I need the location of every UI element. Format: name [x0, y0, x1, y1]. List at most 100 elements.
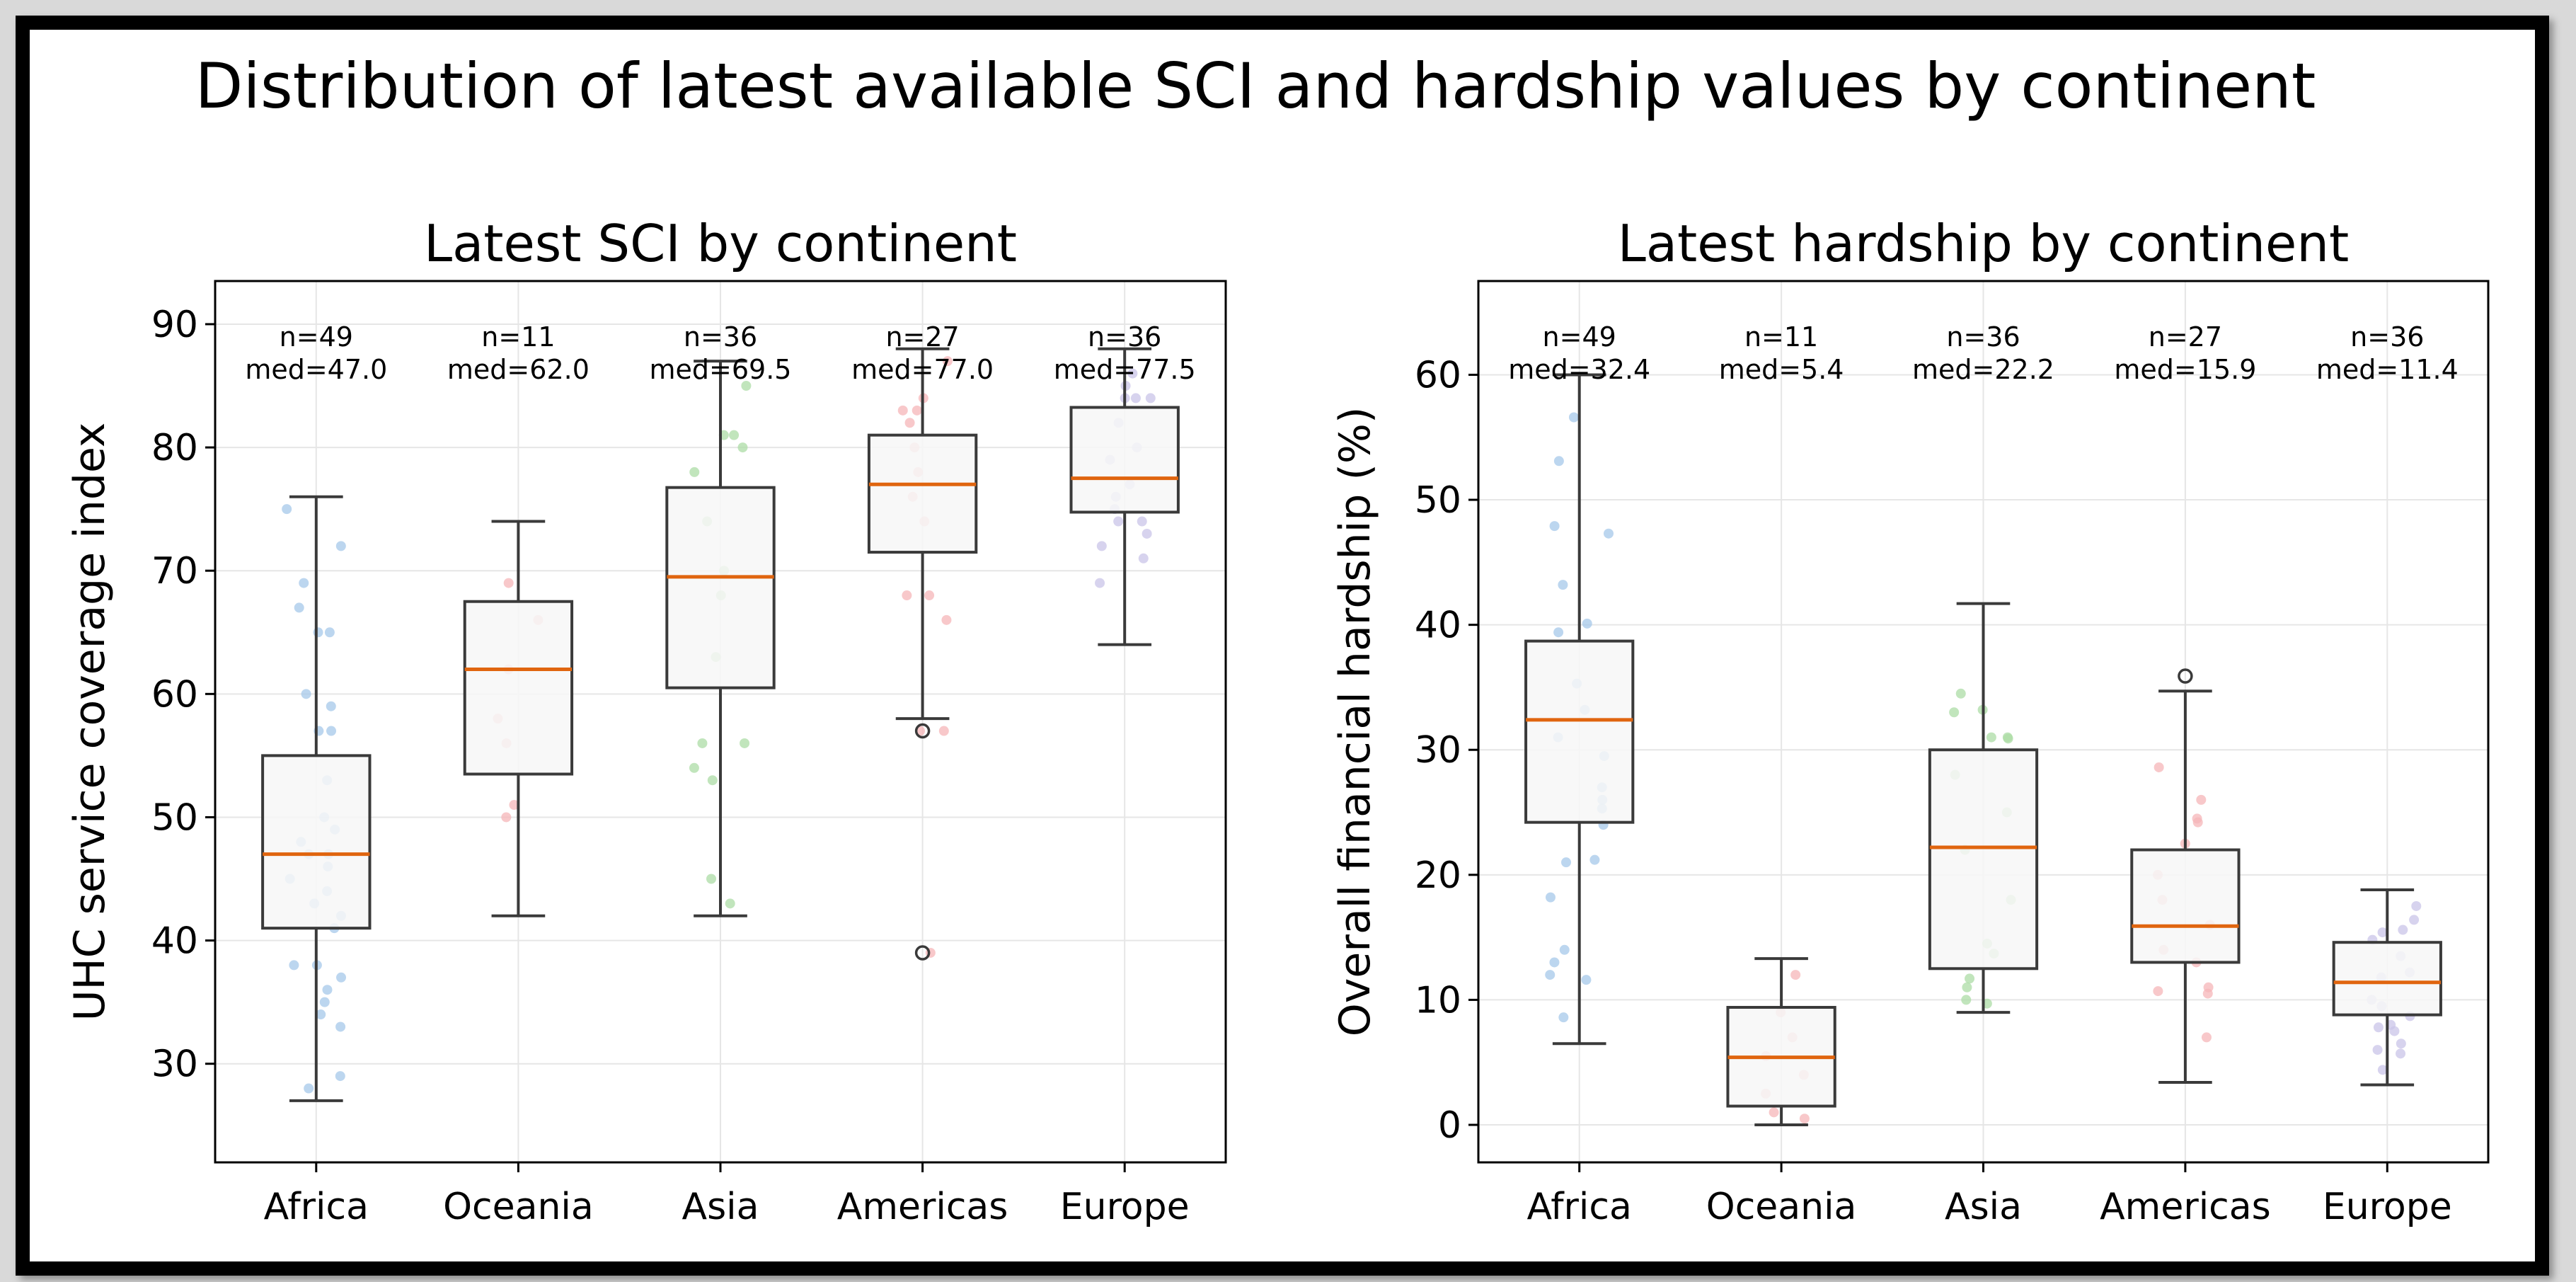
- data-point: [942, 356, 953, 367]
- box-iqr: [463, 600, 574, 776]
- y-axis-label: Overall financial hardship (%): [1330, 407, 1380, 1037]
- axes-title: Latest hardship by continent: [1618, 214, 2349, 273]
- annotation-n: n=36: [2350, 321, 2424, 353]
- data-point: [2372, 1045, 2383, 1055]
- annotation-n: n=36: [1946, 321, 2020, 353]
- data-point: [741, 381, 752, 391]
- y-tick-label: 40: [151, 920, 198, 963]
- data-point: [1549, 521, 1560, 532]
- data-point: [1137, 516, 1147, 527]
- data-point: [1790, 970, 1801, 980]
- data-point: [1558, 580, 1568, 590]
- data-point: [1113, 516, 1124, 527]
- data-point: [2409, 915, 2420, 925]
- data-point: [2396, 1048, 2406, 1059]
- data-point: [503, 578, 514, 588]
- annotation-median: med=32.4: [1508, 354, 1650, 385]
- data-point: [1961, 995, 1972, 1005]
- data-point: [326, 701, 336, 711]
- x-tick-label: Asia: [682, 1186, 759, 1228]
- data-point: [1568, 412, 1579, 423]
- data-point: [1553, 627, 1564, 638]
- x-tick-label: Americas: [2100, 1186, 2271, 1228]
- data-point: [2411, 900, 2422, 911]
- annotation-n: n=49: [1543, 321, 1616, 353]
- box-iqr: [1069, 406, 1180, 514]
- data-point: [941, 614, 952, 625]
- figure-frame: Distribution of latest available SCI and…: [16, 16, 2549, 1276]
- data-point: [1142, 528, 1152, 539]
- data-point: [1559, 944, 1570, 955]
- x-tick-label: Asia: [1945, 1186, 2022, 1228]
- data-point: [1589, 854, 1600, 865]
- box-iqr: [261, 754, 372, 930]
- data-point: [2389, 1026, 2400, 1036]
- axes-title: Latest SCI by continent: [424, 214, 1017, 273]
- data-point: [326, 726, 337, 736]
- data-point: [282, 504, 292, 515]
- data-point: [1545, 892, 1556, 903]
- data-point: [2192, 817, 2203, 828]
- data-point: [501, 812, 512, 823]
- figure-title: Distribution of latest available SCI and…: [195, 50, 2316, 122]
- data-point: [729, 430, 740, 440]
- annotation-n: n=11: [1744, 321, 1818, 353]
- data-point: [904, 418, 915, 428]
- outlier-point: [2178, 668, 2193, 684]
- box-iqr: [867, 433, 978, 554]
- data-point: [1955, 688, 1966, 699]
- data-point: [336, 972, 347, 983]
- annotation-median: med=15.9: [2114, 354, 2256, 385]
- data-point: [2202, 988, 2213, 999]
- annotation-median: med=5.4: [1719, 354, 1844, 385]
- chart-panel-1: n=49med=47.0n=11med=62.0n=36med=69.5n=27…: [65, 214, 1227, 1228]
- data-point: [1553, 456, 1564, 467]
- y-tick-label: 80: [151, 427, 198, 469]
- data-point: [313, 627, 323, 638]
- annotation-n: n=49: [280, 321, 353, 353]
- annotation-median: med=69.5: [650, 354, 792, 385]
- annotation-median: med=62.0: [447, 354, 590, 385]
- data-point: [319, 997, 330, 1007]
- data-point: [1799, 1114, 1810, 1124]
- data-point: [706, 874, 717, 884]
- data-point: [1561, 857, 1572, 868]
- data-point: [897, 405, 908, 416]
- data-point: [316, 1009, 326, 1020]
- data-point: [1582, 618, 1592, 629]
- box-iqr: [665, 486, 776, 689]
- outlier-point: [914, 723, 931, 739]
- data-point: [335, 1021, 346, 1032]
- data-point: [1130, 393, 1141, 404]
- y-tick-label: 60: [151, 673, 198, 716]
- data-point: [924, 590, 935, 601]
- data-point: [2003, 733, 2013, 744]
- data-point: [1558, 1012, 1569, 1023]
- x-tick-label: Oceania: [443, 1186, 594, 1228]
- figure-canvas: Distribution of latest available SCI and…: [65, 50, 2490, 1228]
- annotation-median: med=22.2: [1912, 354, 2054, 385]
- y-tick-label: 30: [151, 1043, 198, 1086]
- y-axis-label: UHC service coverage index: [65, 423, 115, 1021]
- x-tick-label: Europe: [1060, 1186, 1190, 1228]
- annotation-median: med=47.0: [245, 354, 387, 385]
- y-tick-label: 90: [151, 304, 198, 346]
- x-tick-label: Oceania: [1706, 1186, 1857, 1228]
- data-point: [322, 985, 333, 995]
- data-point: [1549, 957, 1560, 968]
- data-point: [2201, 1032, 2212, 1043]
- data-point: [2196, 794, 2207, 805]
- x-tick-label: Africa: [1527, 1186, 1632, 1228]
- chart-panel-2: n=49med=32.4n=11med=5.4n=36med=22.2n=27m…: [1330, 214, 2490, 1228]
- y-tick-label: 60: [1415, 354, 1461, 396]
- data-point: [740, 738, 750, 748]
- data-point: [707, 775, 718, 786]
- data-point: [725, 898, 735, 909]
- data-point: [294, 602, 304, 613]
- data-point: [304, 1083, 314, 1094]
- annotation-median: med=77.0: [851, 354, 994, 385]
- y-tick-label: 10: [1415, 979, 1461, 1021]
- data-point: [2377, 927, 2388, 938]
- data-point: [1095, 578, 1105, 588]
- data-point: [2373, 1022, 2384, 1033]
